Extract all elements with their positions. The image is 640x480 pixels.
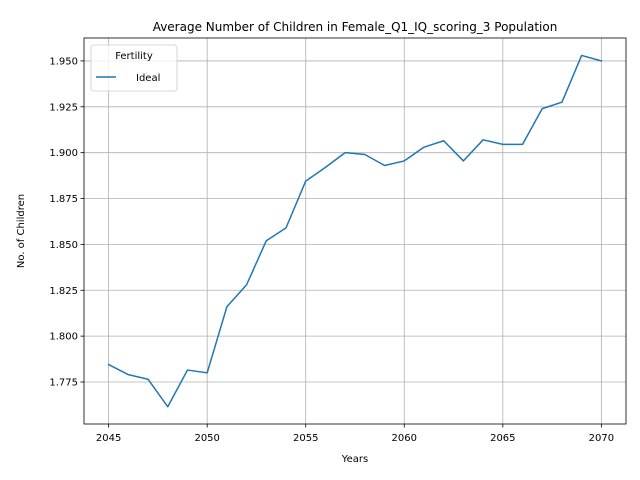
x-tick-label: 2065 — [490, 433, 515, 444]
x-tick-label: 2045 — [96, 433, 121, 444]
chart-title: Average Number of Children in Female_Q1_… — [153, 20, 558, 34]
y-tick-label: 1.950 — [49, 56, 78, 67]
y-tick-label: 1.850 — [49, 240, 78, 251]
x-axis-label: Years — [341, 454, 368, 465]
y-tick-label: 1.875 — [49, 194, 78, 205]
y-axis-label: No. of Children — [16, 194, 27, 268]
x-tick-label: 2070 — [589, 433, 614, 444]
y-tick-label: 1.825 — [49, 286, 78, 297]
x-tick-label: 2060 — [392, 433, 417, 444]
y-tick-label: 1.775 — [49, 377, 78, 388]
y-tick-label: 1.925 — [49, 102, 78, 113]
legend-label-ideal: Ideal — [136, 73, 160, 84]
x-tick-label: 2055 — [293, 433, 318, 444]
y-tick-label: 1.800 — [49, 332, 78, 343]
x-tick-label: 2050 — [194, 433, 219, 444]
y-tick-label: 1.900 — [49, 148, 78, 159]
legend-title: Fertility — [115, 51, 153, 62]
legend: Fertility Ideal — [91, 45, 177, 91]
